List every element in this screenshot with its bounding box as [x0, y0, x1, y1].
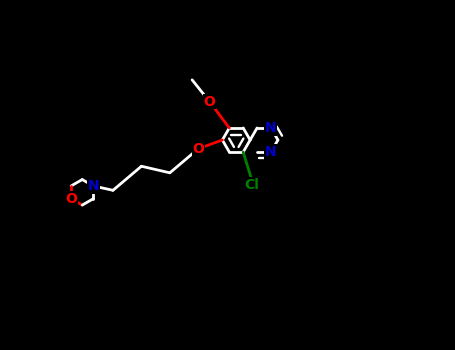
- Text: N: N: [87, 179, 99, 193]
- Text: N: N: [265, 121, 277, 135]
- Text: O: O: [192, 142, 204, 156]
- Text: O: O: [65, 192, 77, 206]
- Text: N: N: [265, 145, 277, 159]
- Text: O: O: [204, 95, 216, 109]
- Text: Cl: Cl: [244, 178, 259, 192]
